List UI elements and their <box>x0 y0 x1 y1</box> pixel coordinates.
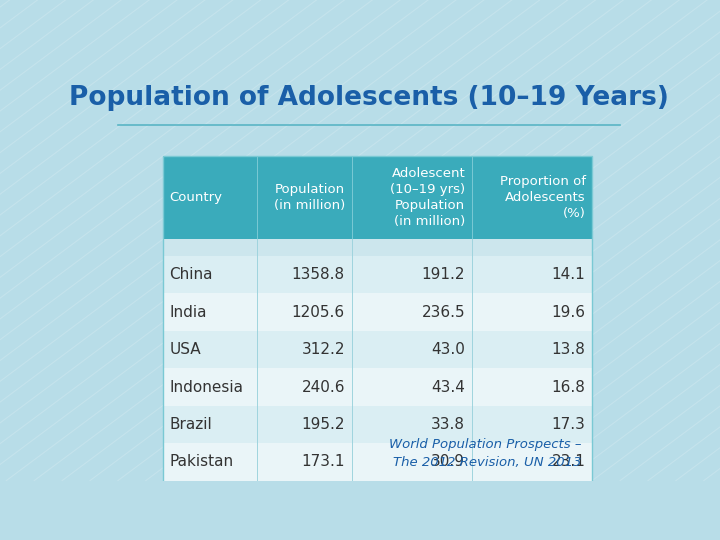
Text: India: India <box>169 305 207 320</box>
Text: 195.2: 195.2 <box>302 417 345 432</box>
Text: 312.2: 312.2 <box>302 342 345 357</box>
Text: Proportion of
Adolescents
(%): Proportion of Adolescents (%) <box>500 176 585 220</box>
FancyBboxPatch shape <box>163 331 593 368</box>
FancyBboxPatch shape <box>163 239 593 256</box>
Text: 173.1: 173.1 <box>302 454 345 469</box>
Text: Indonesia: Indonesia <box>169 380 243 395</box>
Text: 191.2: 191.2 <box>422 267 465 282</box>
FancyBboxPatch shape <box>163 293 593 331</box>
Text: 1205.6: 1205.6 <box>292 305 345 320</box>
Text: 17.3: 17.3 <box>552 417 585 432</box>
Text: 43.0: 43.0 <box>431 342 465 357</box>
Text: 19.6: 19.6 <box>552 305 585 320</box>
FancyBboxPatch shape <box>163 256 593 293</box>
Text: Population of Adolescents (10–19 Years): Population of Adolescents (10–19 Years) <box>69 85 669 111</box>
Text: 1358.8: 1358.8 <box>292 267 345 282</box>
Text: 23.1: 23.1 <box>552 454 585 469</box>
FancyBboxPatch shape <box>163 406 593 443</box>
Text: 13.8: 13.8 <box>552 342 585 357</box>
Text: 33.8: 33.8 <box>431 417 465 432</box>
FancyBboxPatch shape <box>163 443 593 481</box>
Text: Adolescent
(10–19 yrs)
Population
(in million): Adolescent (10–19 yrs) Population (in mi… <box>390 167 465 228</box>
Text: 16.8: 16.8 <box>552 380 585 395</box>
FancyBboxPatch shape <box>163 481 593 497</box>
Text: China: China <box>169 267 212 282</box>
Text: 236.5: 236.5 <box>422 305 465 320</box>
FancyBboxPatch shape <box>163 368 593 406</box>
Text: USA: USA <box>169 342 201 357</box>
Text: 43.4: 43.4 <box>431 380 465 395</box>
FancyBboxPatch shape <box>163 156 593 239</box>
Text: Pakistan: Pakistan <box>169 454 233 469</box>
Text: Country: Country <box>169 191 222 204</box>
Text: 240.6: 240.6 <box>302 380 345 395</box>
Text: Brazil: Brazil <box>169 417 212 432</box>
Text: Population
(in million): Population (in million) <box>274 184 345 212</box>
Text: 30.9: 30.9 <box>431 454 465 469</box>
Text: 14.1: 14.1 <box>552 267 585 282</box>
Text: World Population Prospects –
The 2012 Revision, UN 2013: World Population Prospects – The 2012 Re… <box>389 438 581 469</box>
